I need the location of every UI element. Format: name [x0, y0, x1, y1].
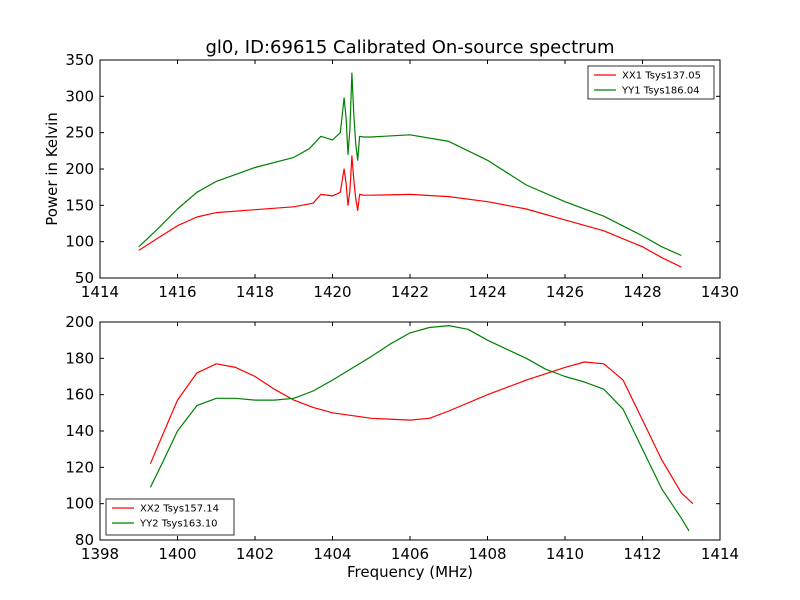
top-y-tick-label: 300: [65, 87, 94, 105]
bottom-series-1-line: [149, 361, 694, 505]
top-x-tick-label: 1424: [468, 283, 506, 301]
top-legend-label-2: YY1 Tsys186.04: [621, 86, 700, 97]
top-x-tick-label: 1428: [623, 283, 661, 301]
bottom-y-tick-label: 200: [65, 313, 94, 331]
bottom-x-tick-label: 1398: [81, 545, 119, 563]
top-legend-label-1: XX1 Tsys137.05: [622, 71, 701, 82]
bottom-x-tick-label: 1414: [701, 545, 739, 563]
bottom-y-tick-label: 80: [75, 531, 94, 549]
bottom-y-tick-label: 160: [65, 386, 94, 404]
top-x-tick-label: 1422: [391, 283, 429, 301]
top-legend: XX1 Tsys137.05 YY1 Tsys186.04: [587, 65, 715, 100]
top-series-2-line: [138, 72, 682, 257]
top-y-tick-label: 350: [65, 51, 94, 69]
bottom-x-tick-label: 1406: [391, 545, 429, 563]
bottom-x-tick-label: 1412: [623, 545, 661, 563]
top-y-tick-label: 250: [65, 124, 94, 142]
top-x-tick-label: 1426: [546, 283, 584, 301]
top-x-tick-label: 1416: [158, 283, 196, 301]
bottom-x-tick-label: 1408: [468, 545, 506, 563]
bottom-x-tick-label: 1404: [313, 545, 351, 563]
top-x-tick-label: 1414: [81, 283, 119, 301]
top-y-tick-label: 100: [65, 233, 94, 251]
top-y-tick-label: 200: [65, 160, 94, 178]
bottom-x-tick-label: 1410: [546, 545, 584, 563]
bottom-x-axis-label: Frequency (MHz): [347, 563, 473, 581]
top-x-tick-label: 1420: [313, 283, 351, 301]
top-x-tick-label: 1418: [236, 283, 274, 301]
bottom-x-tick-label: 1402: [236, 545, 274, 563]
bottom-y-tick-label: 140: [65, 422, 94, 440]
bottom-plot: 1398 1400 1402 1404 1406 1408 1410 1412 1414 80 10…: [65, 313, 739, 563]
bottom-series-2-line: [149, 325, 690, 532]
top-plot: 1414 1416 1418 1420 1422 1424 1426 1428 1430 50 10…: [65, 51, 739, 301]
bottom-x-tick-label: 1400: [158, 545, 196, 563]
top-series-1-line: [138, 155, 682, 268]
top-y-tick-label: 50: [75, 269, 94, 287]
bottom-legend-box: [105, 498, 235, 536]
top-y-tick-label: 150: [65, 196, 94, 214]
top-y-axis-label: Power in Kelvin: [43, 112, 61, 226]
top-x-tick-label: 1430: [701, 283, 739, 301]
bottom-legend: XX2 Tsys157.14 YY2 Tsys163.10: [105, 498, 235, 536]
bottom-y-tick-label: 120: [65, 458, 94, 476]
chart-title: gl0, ID:69615 Calibrated On-source spect…: [205, 37, 614, 58]
bottom-legend-label-1: XX2 Tsys157.14: [140, 504, 219, 515]
top-legend-box: [587, 65, 715, 100]
bottom-y-tick-label: 100: [65, 495, 94, 513]
bottom-y-tick-label: 180: [65, 349, 94, 367]
bottom-legend-label-2: YY2 Tsys163.10: [139, 519, 218, 530]
